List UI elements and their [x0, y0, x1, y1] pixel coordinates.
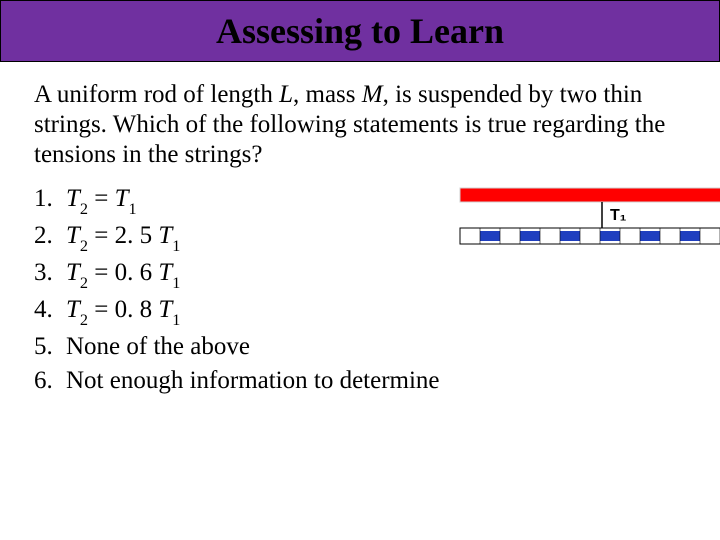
option-row: 1.T2 = T1: [34, 182, 440, 219]
options-list: 1.T2 = T12.T2 = 2. 5 T13.T2 = 0. 6 T14.T…: [34, 182, 440, 397]
option-text: Not enough information to determine: [66, 364, 440, 398]
page-title: Assessing to Learn: [216, 10, 504, 52]
question-var2: M: [362, 81, 383, 108]
option-row: 4.T2 = 0. 8 T1: [34, 293, 440, 330]
option-number: 2.: [34, 219, 58, 256]
option-row: 6.Not enough information to determine: [34, 364, 440, 398]
question-text: A uniform rod of length L, mass M, is su…: [34, 80, 686, 170]
option-row: 3.T2 = 0. 6 T1: [34, 256, 440, 293]
svg-text:T₁: T₁: [610, 207, 627, 224]
option-row: 2.T2 = 2. 5 T1: [34, 219, 440, 256]
slide-header: Assessing to Learn: [0, 0, 720, 62]
option-text: T2 = 2. 5 T1: [66, 219, 180, 256]
question-prefix: A uniform rod of length: [34, 81, 279, 108]
body-row: 1.T2 = T12.T2 = 2. 5 T13.T2 = 0. 6 T14.T…: [34, 182, 686, 397]
option-number: 1.: [34, 182, 58, 219]
option-number: 5.: [34, 330, 58, 364]
option-text: None of the above: [66, 330, 250, 364]
option-text: T2 = 0. 8 T1: [66, 293, 180, 330]
option-row: 5.None of the above: [34, 330, 440, 364]
question-mid1: , mass: [293, 81, 362, 108]
option-number: 4.: [34, 293, 58, 330]
option-text: T2 = T1: [66, 182, 137, 219]
option-number: 3.: [34, 256, 58, 293]
rod-diagram: T₁T₂: [454, 178, 720, 393]
slide-content: A uniform rod of length L, mass M, is su…: [0, 62, 720, 397]
option-text: T2 = 0. 6 T1: [66, 256, 180, 293]
option-number: 6.: [34, 364, 58, 398]
question-var1: L: [279, 81, 293, 108]
